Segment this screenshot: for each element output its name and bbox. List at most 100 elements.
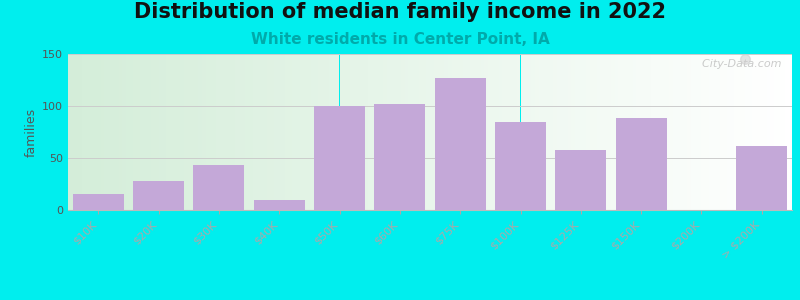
Text: City-Data.com: City-Data.com xyxy=(694,59,781,69)
Bar xyxy=(618,54,622,210)
Bar xyxy=(690,54,694,210)
Bar xyxy=(343,54,346,210)
Bar xyxy=(759,54,763,210)
Bar xyxy=(270,54,274,210)
Bar xyxy=(365,54,369,210)
Bar xyxy=(246,54,249,210)
Bar xyxy=(778,54,781,210)
Bar xyxy=(727,54,730,210)
Bar xyxy=(502,54,506,210)
Bar xyxy=(600,54,604,210)
Bar xyxy=(441,54,445,210)
Bar xyxy=(738,54,742,210)
Bar xyxy=(104,54,108,210)
Bar xyxy=(314,54,318,210)
Bar xyxy=(191,54,194,210)
Bar xyxy=(372,54,376,210)
Bar xyxy=(531,54,535,210)
Bar xyxy=(452,54,455,210)
Bar xyxy=(217,54,220,210)
Bar xyxy=(506,54,510,210)
Bar xyxy=(362,54,365,210)
Bar xyxy=(253,54,256,210)
Bar xyxy=(155,54,158,210)
Bar xyxy=(162,54,166,210)
Bar xyxy=(293,54,296,210)
Bar xyxy=(622,54,626,210)
Bar xyxy=(705,54,709,210)
Bar xyxy=(133,181,184,210)
Bar xyxy=(763,54,766,210)
Bar xyxy=(564,54,567,210)
Bar xyxy=(756,54,759,210)
Bar xyxy=(434,78,486,210)
Bar xyxy=(170,54,173,210)
Bar xyxy=(118,54,122,210)
Bar xyxy=(470,54,474,210)
Bar xyxy=(698,54,702,210)
Bar xyxy=(374,104,426,210)
Bar xyxy=(408,54,412,210)
Bar xyxy=(144,54,148,210)
Bar xyxy=(401,54,405,210)
Bar xyxy=(86,54,90,210)
Bar xyxy=(491,54,495,210)
Bar xyxy=(521,54,524,210)
Bar xyxy=(422,54,426,210)
Bar xyxy=(629,54,633,210)
Bar xyxy=(213,54,217,210)
Bar xyxy=(158,54,162,210)
Bar xyxy=(231,54,234,210)
Bar xyxy=(680,54,683,210)
Bar xyxy=(260,54,263,210)
Bar xyxy=(574,54,578,210)
Bar xyxy=(68,54,72,210)
Bar xyxy=(745,54,749,210)
Bar xyxy=(394,54,398,210)
Bar xyxy=(752,54,756,210)
Bar xyxy=(398,54,401,210)
Bar xyxy=(524,54,528,210)
Bar xyxy=(723,54,727,210)
Bar xyxy=(194,54,198,210)
Bar xyxy=(666,54,669,210)
Bar xyxy=(488,54,491,210)
Bar xyxy=(350,54,354,210)
Text: White residents in Center Point, IA: White residents in Center Point, IA xyxy=(250,32,550,46)
Bar xyxy=(254,200,305,210)
Bar xyxy=(278,54,282,210)
Bar xyxy=(332,54,336,210)
Bar xyxy=(586,54,590,210)
Bar xyxy=(719,54,723,210)
Bar xyxy=(607,54,611,210)
Bar xyxy=(339,54,343,210)
Bar xyxy=(615,118,667,210)
Bar xyxy=(474,54,477,210)
Bar xyxy=(242,54,246,210)
Bar xyxy=(206,54,209,210)
Bar xyxy=(749,54,752,210)
Bar xyxy=(94,54,97,210)
Bar xyxy=(590,54,593,210)
Bar xyxy=(412,54,415,210)
Bar xyxy=(126,54,130,210)
Bar xyxy=(434,54,438,210)
Bar xyxy=(687,54,690,210)
Bar xyxy=(318,54,322,210)
Bar xyxy=(582,54,586,210)
Bar xyxy=(180,54,184,210)
Bar xyxy=(354,54,358,210)
Bar xyxy=(376,54,379,210)
Bar xyxy=(137,54,141,210)
Bar xyxy=(673,54,676,210)
Bar xyxy=(495,122,546,210)
Y-axis label: families: families xyxy=(25,107,38,157)
Bar xyxy=(597,54,600,210)
Bar xyxy=(651,54,654,210)
Bar xyxy=(553,54,557,210)
Bar xyxy=(151,54,155,210)
Bar xyxy=(498,54,502,210)
Bar xyxy=(542,54,546,210)
Bar xyxy=(130,54,133,210)
Bar xyxy=(640,54,643,210)
